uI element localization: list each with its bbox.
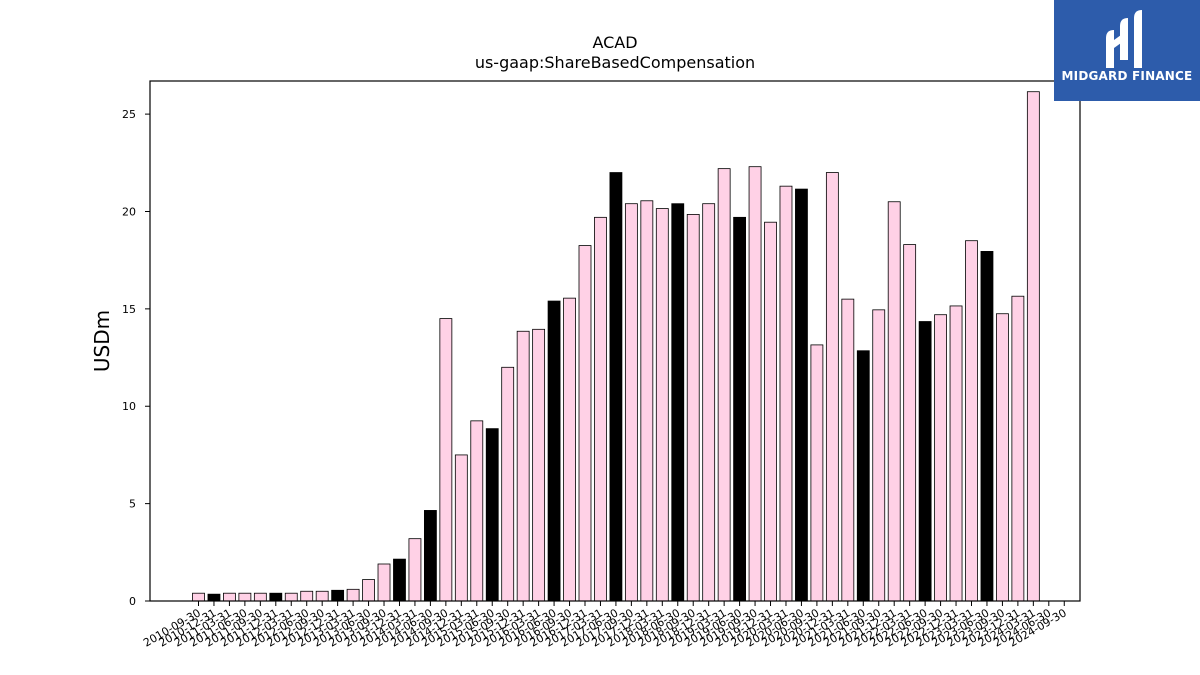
bar-2011-12-31 xyxy=(269,592,283,602)
bar-2021-03-31 xyxy=(841,298,855,602)
bar-2011-06-30 xyxy=(238,592,252,602)
bar-2010-12-31 xyxy=(207,593,221,602)
bar-2012-03-31 xyxy=(284,592,298,602)
bar-2021-12-31 xyxy=(887,201,901,602)
y-axis-ticks: 0 5 10 15 20 25 xyxy=(122,108,150,608)
bar-2013-03-31 xyxy=(346,588,360,602)
bar-2020-06-30 xyxy=(795,188,808,602)
y-tick-label: 15 xyxy=(122,303,136,316)
bar-2015-03-31 xyxy=(470,420,484,602)
bar-2013-12-31 xyxy=(393,558,406,602)
bars-group xyxy=(192,91,1040,602)
bar-2016-03-31 xyxy=(532,328,546,602)
bar-2012-06-30 xyxy=(300,590,314,602)
bar-2011-09-30 xyxy=(253,592,267,602)
bar-2022-06-30 xyxy=(918,321,932,602)
bar-2014-03-31 xyxy=(408,538,422,602)
logo-text: MIDGARD FINANCE xyxy=(1061,69,1193,83)
bar-2017-12-31 xyxy=(640,200,654,602)
bar-2017-03-31 xyxy=(594,216,607,602)
bar-2022-12-31 xyxy=(949,305,963,602)
bar-2021-09-30 xyxy=(872,309,886,602)
bar-2020-09-30 xyxy=(810,344,824,602)
bar-2019-09-30 xyxy=(748,166,762,602)
bar-2024-03-31 xyxy=(1026,91,1040,602)
chart-title: ACAD xyxy=(592,33,637,52)
bar-2012-09-30 xyxy=(315,590,329,602)
bar-2013-09-30 xyxy=(377,563,391,602)
y-tick-label: 25 xyxy=(122,108,136,121)
bar-2018-12-31 xyxy=(702,203,716,602)
bar-2019-06-30 xyxy=(733,216,746,602)
bar-2010-09-30 xyxy=(192,592,205,602)
bar-2023-09-30 xyxy=(996,313,1009,602)
bar-2014-06-30 xyxy=(423,510,437,602)
bar-2018-09-30 xyxy=(686,214,700,602)
bar-2015-12-31 xyxy=(516,330,530,602)
bar-2016-06-30 xyxy=(547,300,561,602)
y-tick-label: 10 xyxy=(122,400,136,413)
y-axis-label: USDm xyxy=(90,310,114,372)
midgard-logo-icon xyxy=(1106,10,1142,68)
bar-2017-06-30 xyxy=(609,172,623,602)
bar-2012-12-31 xyxy=(331,589,345,602)
bar-2015-06-30 xyxy=(485,428,499,602)
bar-2015-09-30 xyxy=(501,366,515,602)
y-tick-label: 0 xyxy=(129,595,136,608)
bar-2021-06-30 xyxy=(856,350,870,602)
chart-subtitle: us-gaap:ShareBasedCompensation xyxy=(475,53,755,72)
bar-2020-03-31 xyxy=(779,185,793,602)
x-axis-ticks: 2010-09-302010-12-312011-03-312011-06-30… xyxy=(141,601,1069,650)
bar-2018-06-30 xyxy=(671,203,685,602)
bar-2022-03-31 xyxy=(903,244,917,602)
bar-2011-03-31 xyxy=(223,592,236,602)
bar-2020-12-31 xyxy=(825,172,839,602)
bar-2018-03-31 xyxy=(655,208,669,602)
y-tick-label: 5 xyxy=(129,498,136,511)
bar-2019-12-31 xyxy=(764,221,777,602)
bar-2022-09-30 xyxy=(934,314,947,602)
bar-2014-09-30 xyxy=(439,318,453,602)
bar-2016-12-31 xyxy=(578,245,592,602)
bar-2016-09-30 xyxy=(563,297,576,602)
bar-2019-03-31 xyxy=(717,168,731,602)
bar-2023-03-31 xyxy=(965,240,978,602)
bar-2014-12-31 xyxy=(454,454,468,602)
bar-2023-12-31 xyxy=(1011,295,1025,602)
bar-2023-06-30 xyxy=(980,251,994,602)
bar-2017-09-30 xyxy=(624,203,638,602)
plot-frame xyxy=(149,80,1081,602)
midgard-logo: MIDGARD FINANCE xyxy=(1054,0,1200,101)
y-tick-label: 20 xyxy=(122,205,136,218)
bar-2013-06-30 xyxy=(362,579,375,602)
